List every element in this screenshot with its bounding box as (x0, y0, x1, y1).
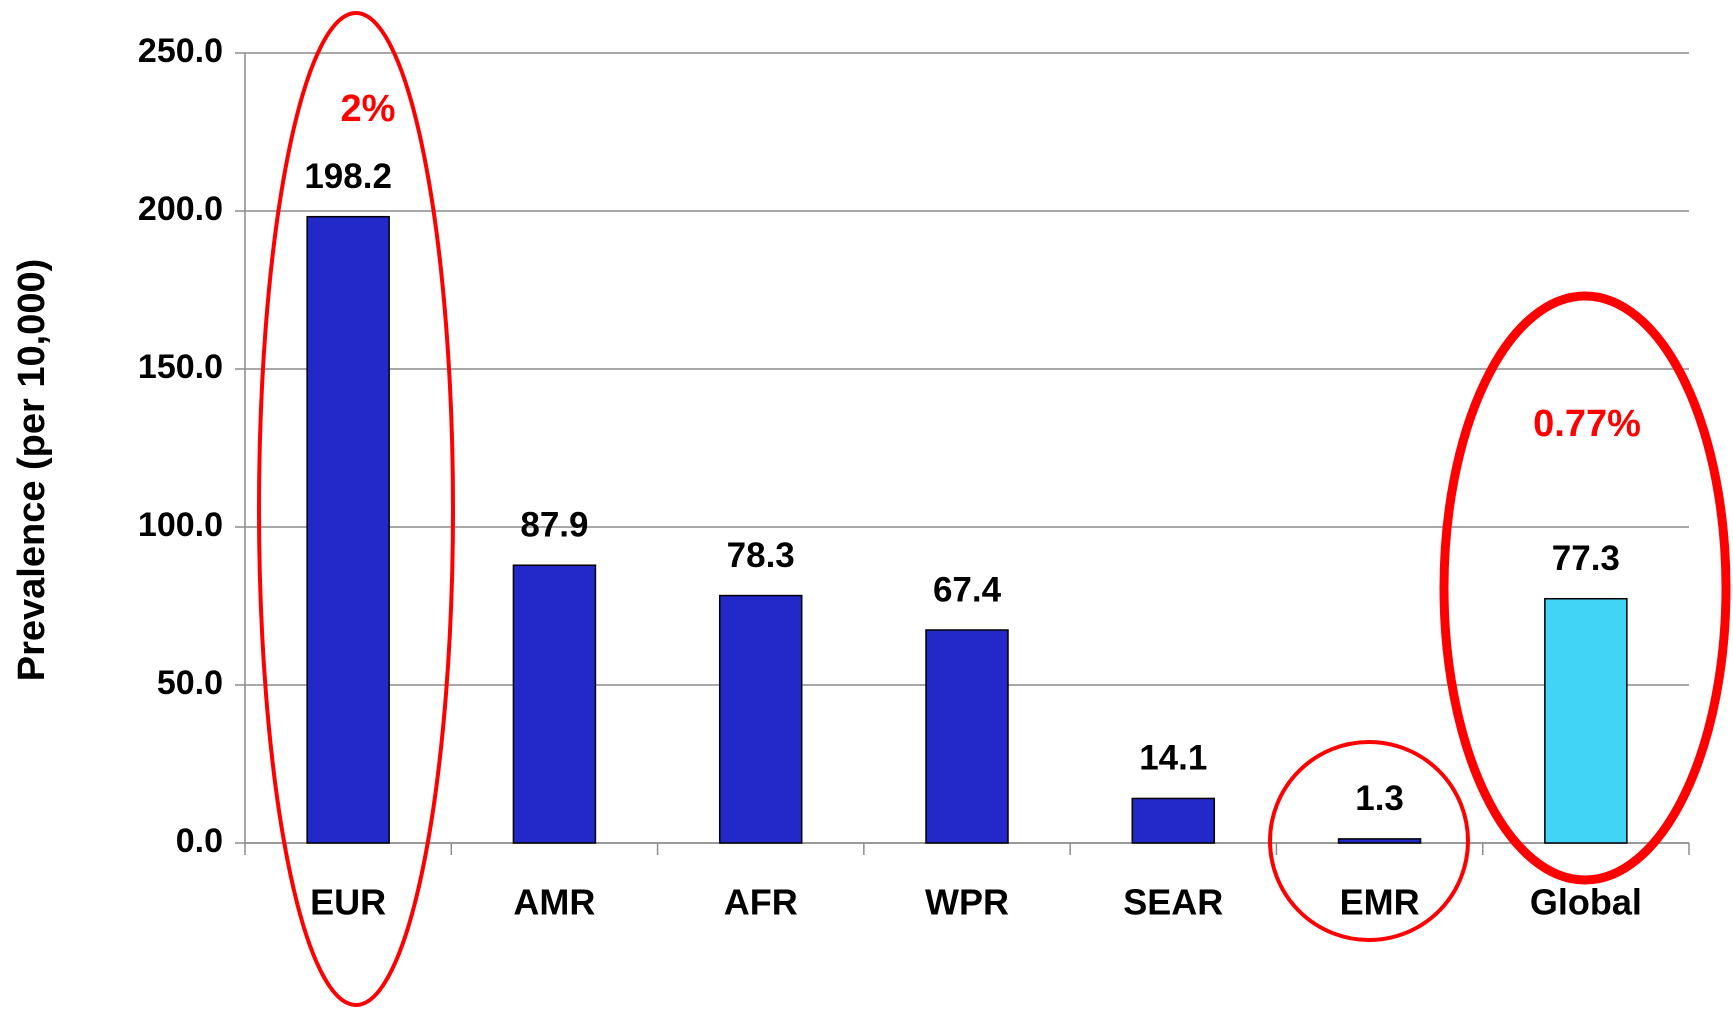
data-label: 78.3 (727, 536, 795, 575)
bar (1131, 797, 1216, 844)
bar (718, 594, 803, 844)
y-tick-label: 200.0 (138, 190, 223, 228)
x-tick-label: WPR (925, 882, 1009, 923)
annotation: 2% (341, 88, 396, 130)
data-label: 87.9 (520, 505, 588, 544)
data-label: 198.2 (304, 157, 392, 196)
x-tick-label: EMR (1340, 882, 1420, 923)
y-tick-label: 100.0 (138, 506, 223, 544)
y-tick-label: 0.0 (176, 822, 223, 860)
y-axis-title: Prevalence (per 10,000) (11, 259, 53, 682)
x-tick-label: Global (1530, 882, 1642, 923)
x-tick-label: EUR (310, 882, 386, 923)
highlight-circle (1268, 740, 1470, 942)
x-tick-label: AMR (513, 882, 595, 923)
highlight-ellipse (1439, 291, 1731, 885)
highlight-ellipse (257, 11, 455, 1007)
annotation: 0.77% (1533, 403, 1641, 445)
data-label: 67.4 (933, 570, 1002, 609)
y-tick-label: 50.0 (157, 664, 223, 702)
bar (1544, 597, 1628, 844)
y-tick-label: 150.0 (138, 348, 223, 386)
y-tick-label: 250.0 (138, 32, 223, 70)
bar (925, 629, 1009, 844)
bar (1337, 838, 1422, 844)
bar (306, 215, 390, 844)
x-tick-label: SEAR (1123, 882, 1223, 923)
x-tick-label: AFR (724, 882, 798, 923)
data-label: 77.3 (1552, 539, 1620, 578)
data-label: 14.1 (1139, 739, 1207, 778)
data-label: 1.3 (1355, 779, 1404, 818)
bar (512, 564, 597, 844)
